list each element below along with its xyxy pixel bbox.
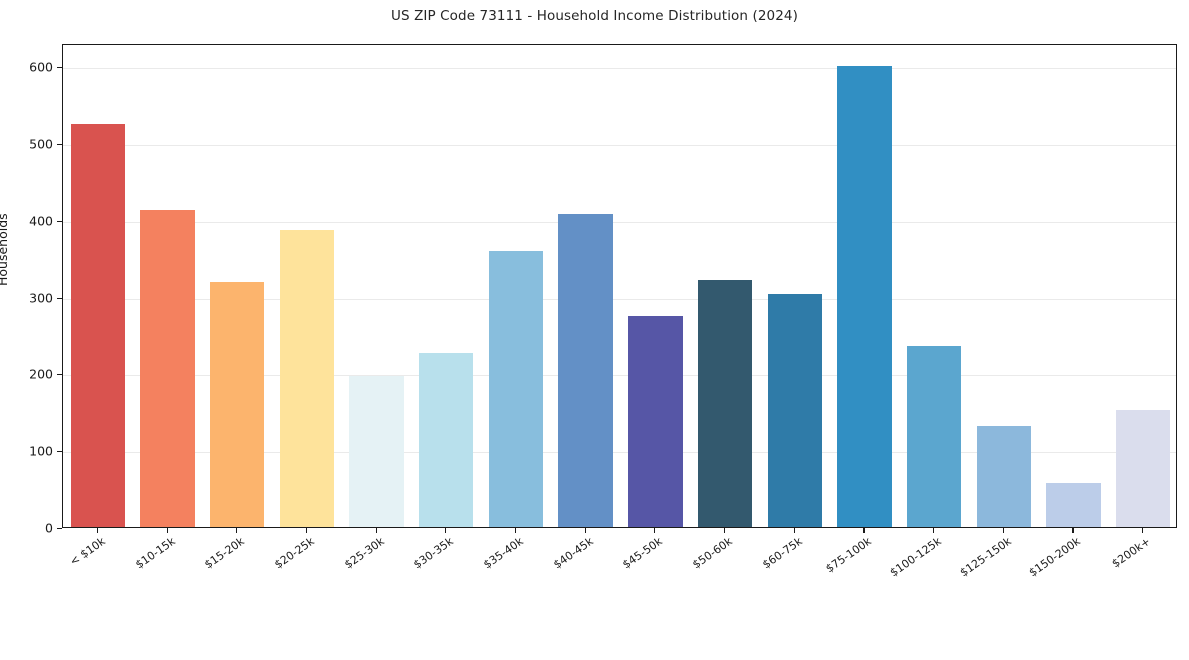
y-tick-mark bbox=[57, 143, 62, 145]
bar bbox=[210, 281, 265, 527]
x-tick-mark bbox=[305, 528, 307, 533]
bar bbox=[906, 345, 962, 527]
bar bbox=[140, 209, 195, 527]
y-axis-label: Households bbox=[0, 213, 10, 286]
bar bbox=[976, 426, 1031, 527]
bar bbox=[837, 66, 892, 527]
y-tick-label: 300 bbox=[29, 290, 53, 306]
y-tick-mark bbox=[57, 374, 62, 376]
x-tick-mark bbox=[1072, 528, 1074, 533]
bar bbox=[70, 123, 125, 527]
bar bbox=[767, 294, 822, 527]
gridline bbox=[63, 298, 1176, 300]
x-tick-mark bbox=[96, 528, 98, 533]
gridline bbox=[63, 68, 1176, 70]
x-tick-mark bbox=[793, 528, 795, 533]
y-tick-mark bbox=[57, 528, 62, 530]
bar bbox=[1046, 483, 1101, 527]
y-tick-mark bbox=[57, 297, 62, 299]
x-tick-mark bbox=[1002, 528, 1004, 533]
bar bbox=[697, 280, 753, 527]
bar bbox=[488, 251, 544, 527]
plot-area bbox=[62, 44, 1177, 528]
x-tick-mark bbox=[236, 528, 238, 533]
bar bbox=[349, 375, 404, 527]
y-tick-label: 500 bbox=[29, 136, 53, 152]
y-tick-label: 100 bbox=[29, 443, 53, 459]
chart-figure: US ZIP Code 73111 - Household Income Dis… bbox=[0, 8, 1177, 580]
y-tick-label: 200 bbox=[29, 366, 53, 382]
gridline bbox=[63, 144, 1176, 146]
bar bbox=[279, 230, 335, 527]
y-tick-label: 600 bbox=[29, 59, 53, 75]
x-tick-mark bbox=[863, 528, 865, 533]
x-tick-mark bbox=[166, 528, 168, 533]
y-tick-mark bbox=[57, 220, 62, 222]
y-tick-label: 400 bbox=[29, 213, 53, 229]
bar bbox=[1115, 410, 1171, 527]
gridline bbox=[63, 375, 1176, 377]
bar bbox=[628, 315, 683, 527]
gridline bbox=[63, 452, 1176, 454]
x-tick-mark bbox=[514, 528, 517, 533]
x-tick-mark bbox=[375, 528, 377, 533]
bar bbox=[558, 214, 613, 527]
y-tick-mark bbox=[57, 451, 62, 453]
y-tick-mark bbox=[57, 67, 62, 69]
chart-title: US ZIP Code 73111 - Household Income Dis… bbox=[391, 8, 798, 24]
x-tick-mark bbox=[724, 528, 726, 533]
x-tick-mark bbox=[1142, 528, 1144, 533]
x-tick-mark bbox=[933, 528, 935, 533]
x-tick-mark bbox=[445, 528, 447, 533]
x-tick-mark bbox=[654, 528, 656, 533]
y-tick-label: 0 bbox=[45, 520, 53, 536]
bar bbox=[419, 353, 474, 527]
gridline bbox=[63, 221, 1176, 223]
x-tick-mark bbox=[584, 528, 586, 533]
